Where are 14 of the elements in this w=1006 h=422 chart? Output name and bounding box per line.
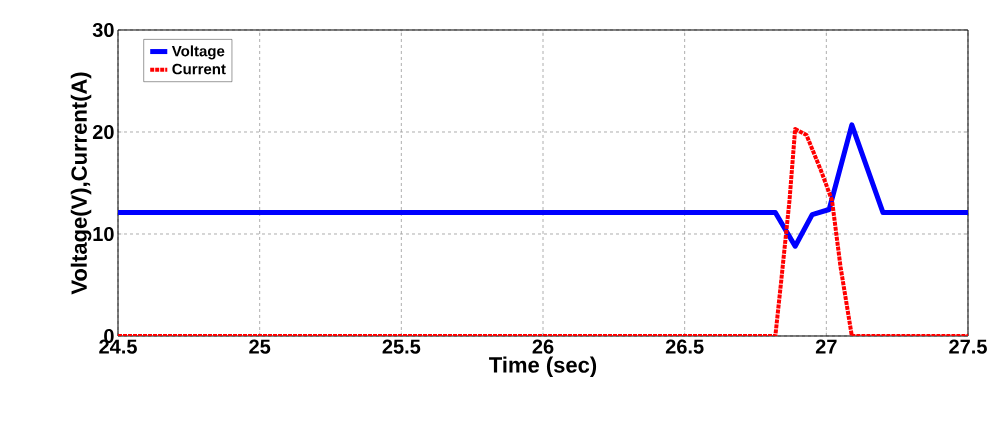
- y-tick-label: 10: [93, 226, 114, 242]
- x-tick-label: 27.5: [949, 339, 987, 354]
- x-tick-label: 25.5: [382, 339, 421, 354]
- y-tick-label: 20: [92, 124, 114, 140]
- legend-label: Voltage: [171, 45, 225, 60]
- x-tick-label: 27: [815, 339, 837, 354]
- line-series: [118, 126, 968, 336]
- legend-label: Current: [172, 63, 226, 75]
- x-tick-label: 25: [249, 339, 271, 354]
- x-tick-label: 26.5: [665, 339, 704, 354]
- y-tick-label: 30: [92, 22, 114, 38]
- x-tick-label: 26: [532, 339, 554, 354]
- x-axis-title: Time (sec): [489, 356, 597, 378]
- y-axis-title: Voltage(V),Current(A): [70, 72, 92, 295]
